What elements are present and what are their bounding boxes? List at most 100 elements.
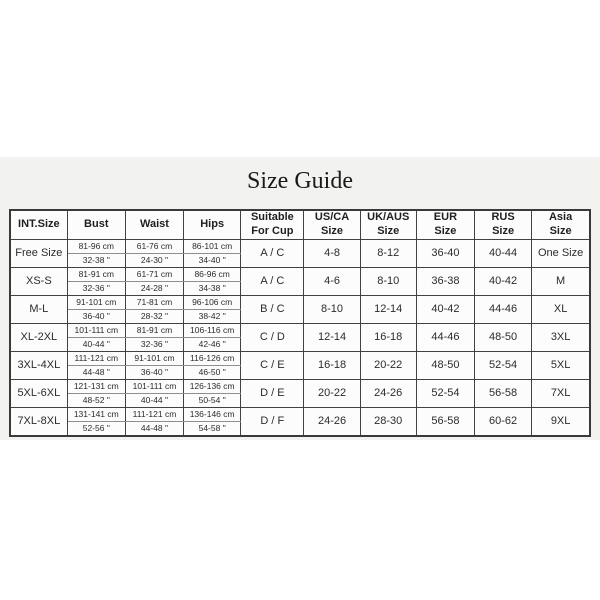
hips-cm-cell: 106-116 cm	[183, 322, 242, 338]
us-ca-cell: 4-6	[303, 266, 361, 296]
bust-cm-cell: 91-101 cm	[66, 294, 126, 310]
bust-cm-cell: 101-111 cm	[66, 322, 126, 338]
waist-in-cell: 36-40 "	[124, 364, 185, 380]
table-row: M-L 91-101 cm 71-81 cm 96-106 cm B / C 8…	[9, 294, 591, 324]
bust-in-cell: 32-36 "	[66, 280, 126, 296]
asia-cell: XL	[531, 294, 591, 324]
hips-cm-cell: 126-136 cm	[183, 378, 242, 394]
asia-cell: 3XL	[531, 322, 591, 352]
table-row: 52-56 " 44-48 " 54-58 "	[10, 420, 590, 436]
uk-aus-cell: 12-14	[359, 294, 417, 324]
page-title: Size Guide	[247, 168, 353, 194]
eur-cell: 36-38	[415, 266, 476, 296]
cup-cell: A / C	[240, 238, 305, 268]
cup-cell: C / D	[240, 322, 305, 352]
table-row: 32-38 " 24-30 " 34-40 "	[10, 252, 590, 268]
header-uk-aus-size: UK/AUS Size	[359, 209, 417, 240]
us-ca-cell: 4-8	[303, 238, 361, 268]
header-asia-size: Asia Size	[531, 209, 591, 240]
bust-in-cell: 52-56 "	[66, 420, 126, 436]
hips-cm-cell: 116-126 cm	[183, 350, 242, 366]
waist-cm-cell: 91-101 cm	[124, 350, 185, 366]
row-group-m-l: M-L 91-101 cm 71-81 cm 96-106 cm B / C 8…	[9, 294, 591, 324]
table-row: Free Size 81-96 cm 61-76 cm 86-101 cm A …	[9, 238, 591, 268]
rus-cell: 48-50	[474, 322, 533, 352]
waist-cm-cell: 111-121 cm	[124, 406, 185, 422]
asia-cell: 9XL	[531, 406, 591, 436]
us-ca-cell: 8-10	[303, 294, 361, 324]
hips-cm-cell: 96-106 cm	[183, 294, 242, 310]
table-row: 48-52 " 40-44 " 50-54 "	[10, 392, 590, 408]
cup-cell: D / E	[240, 378, 305, 408]
eur-cell: 36-40	[415, 238, 476, 268]
uk-aus-cell: 8-10	[359, 266, 417, 296]
waist-in-cell: 24-28 "	[124, 280, 185, 296]
rus-cell: 44-46	[474, 294, 533, 324]
table-row: 5XL-6XL 121-131 cm 101-111 cm 126-136 cm…	[9, 378, 591, 408]
us-ca-cell: 16-18	[303, 350, 361, 380]
int-size-cell: M-L	[9, 294, 68, 324]
hips-in-cell: 46-50 "	[183, 364, 242, 380]
header-waist: Waist	[124, 209, 185, 240]
hips-in-cell: 50-54 "	[183, 392, 242, 408]
table-row: XL-2XL 101-111 cm 81-91 cm 106-116 cm C …	[9, 322, 591, 352]
waist-cm-cell: 101-111 cm	[124, 378, 185, 394]
waist-cm-cell: 71-81 cm	[124, 294, 185, 310]
hips-in-cell: 34-40 "	[183, 252, 242, 268]
us-ca-cell: 24-26	[303, 406, 361, 436]
cup-cell: D / F	[240, 406, 305, 436]
header-int-size: INT.Size	[9, 209, 68, 240]
header-eur-size: EUR Size	[415, 209, 476, 240]
hips-cm-cell: 86-96 cm	[183, 266, 242, 282]
asia-cell: M	[531, 266, 591, 296]
us-ca-cell: 20-22	[303, 378, 361, 408]
bust-cm-cell: 81-91 cm	[66, 266, 126, 282]
int-size-cell: 7XL-8XL	[9, 406, 68, 436]
waist-cm-cell: 81-91 cm	[124, 322, 185, 338]
int-size-cell: XL-2XL	[9, 322, 68, 352]
asia-cell: 7XL	[531, 378, 591, 408]
hips-in-cell: 54-58 "	[183, 420, 242, 436]
header-bust: Bust	[66, 209, 126, 240]
table-row: 3XL-4XL 111-121 cm 91-101 cm 116-126 cm …	[9, 350, 591, 380]
eur-cell: 48-50	[415, 350, 476, 380]
eur-cell: 56-58	[415, 406, 476, 436]
eur-cell: 40-42	[415, 294, 476, 324]
waist-in-cell: 32-36 "	[124, 336, 185, 352]
hips-in-cell: 38-42 "	[183, 308, 242, 324]
table-row: 7XL-8XL 131-141 cm 111-121 cm 136-146 cm…	[9, 406, 591, 436]
uk-aus-cell: 20-22	[359, 350, 417, 380]
bust-in-cell: 48-52 "	[66, 392, 126, 408]
hips-in-cell: 42-46 "	[183, 336, 242, 352]
waist-cm-cell: 61-76 cm	[124, 238, 185, 254]
rus-cell: 40-44	[474, 238, 533, 268]
table-row: XS-S 81-91 cm 61-71 cm 86-96 cm A / C 4-…	[9, 266, 591, 296]
eur-cell: 52-54	[415, 378, 476, 408]
bust-in-cell: 32-38 "	[66, 252, 126, 268]
asia-cell: One Size	[531, 238, 591, 268]
int-size-cell: XS-S	[9, 266, 68, 296]
bust-cm-cell: 121-131 cm	[66, 378, 126, 394]
cup-cell: C / E	[240, 350, 305, 380]
row-group-5xl-6xl: 5XL-6XL 121-131 cm 101-111 cm 126-136 cm…	[9, 378, 591, 408]
bust-in-cell: 40-44 "	[66, 336, 126, 352]
cup-cell: A / C	[240, 266, 305, 296]
uk-aus-cell: 24-26	[359, 378, 417, 408]
waist-in-cell: 28-32 "	[124, 308, 185, 324]
waist-in-cell: 24-30 "	[124, 252, 185, 268]
header-hips: Hips	[183, 209, 242, 240]
hips-in-cell: 34-38 "	[183, 280, 242, 296]
hips-cm-cell: 136-146 cm	[183, 406, 242, 422]
row-group-3xl-4xl: 3XL-4XL 111-121 cm 91-101 cm 116-126 cm …	[9, 350, 591, 380]
header-rus-size: RUS Size	[474, 209, 533, 240]
bust-cm-cell: 111-121 cm	[66, 350, 126, 366]
int-size-cell: 5XL-6XL	[9, 378, 68, 408]
row-group-free-size: Free Size 81-96 cm 61-76 cm 86-101 cm A …	[9, 238, 591, 268]
eur-cell: 44-46	[415, 322, 476, 352]
table-row: 36-40 " 28-32 " 38-42 "	[10, 308, 590, 324]
hips-cm-cell: 86-101 cm	[183, 238, 242, 254]
size-guide-table: INT.Size Bust Waist Hips Suitable For Cu…	[9, 209, 591, 437]
bust-in-cell: 36-40 "	[66, 308, 126, 324]
int-size-cell: 3XL-4XL	[9, 350, 68, 380]
int-size-cell: Free Size	[9, 238, 68, 268]
